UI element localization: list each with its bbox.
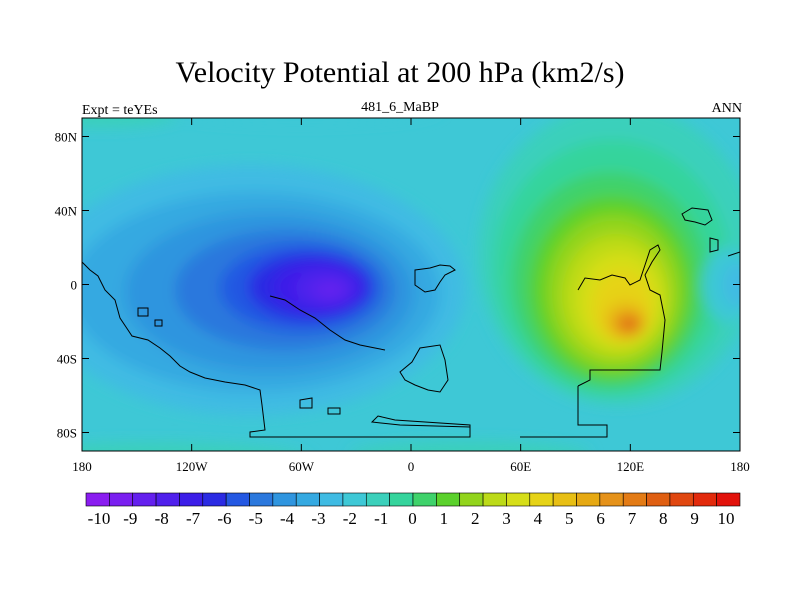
y-tick-label: 80S [57, 426, 77, 441]
colorbar-swatch [412, 492, 437, 507]
colorbar-label: 1 [440, 509, 449, 528]
x-tick-label: 120E [617, 459, 645, 474]
colorbar-label: -8 [155, 509, 169, 528]
colorbar-swatch [692, 492, 717, 507]
colorbar-label: 7 [628, 509, 637, 528]
colorbar-swatch [319, 492, 344, 507]
colorbar-label: -3 [311, 509, 325, 528]
colorbar-swatch [179, 492, 204, 507]
y-tick-label: 0 [71, 278, 78, 293]
colorbar-swatch [552, 492, 577, 507]
colorbar-swatch [459, 492, 484, 507]
colorbar-swatch [482, 492, 507, 507]
colorbar-swatch [436, 492, 461, 507]
y-tick-label: 40N [55, 204, 78, 219]
colorbar-label: -9 [123, 509, 137, 528]
period-label: 481_6_MaBP [361, 100, 439, 115]
velocity-potential-field [82, 118, 740, 451]
colorbar-swatch [365, 492, 390, 507]
colorbar-label: 0 [408, 509, 417, 528]
experiment-label: Expt = teYEs [82, 103, 158, 118]
colorbar-swatch [225, 492, 250, 507]
colorbar-label: -5 [249, 509, 263, 528]
colorbar-swatch [669, 492, 694, 507]
colorbar-label: 6 [596, 509, 605, 528]
season-label: ANN [711, 101, 742, 116]
x-axis: 180 120W 60W 0 60E 120E 180 [72, 118, 750, 474]
colorbar-label: 2 [471, 509, 480, 528]
colorbar-swatch [85, 492, 110, 507]
colorbar: -10 -9 -8 -7 -6 -5 -4 -3 -2 -1 0 1 2 3 4 5 6 7 8 9 10 [85, 492, 741, 528]
x-tick-label: 180 [730, 459, 750, 474]
colorbar-label: 4 [534, 509, 543, 528]
x-tick-label: 180 [72, 459, 92, 474]
colorbar-label: -6 [217, 509, 231, 528]
colorbar-label: -7 [186, 509, 201, 528]
colorbar-label: -10 [88, 509, 111, 528]
colorbar-label: 3 [502, 509, 511, 528]
colorbar-swatch [342, 492, 367, 507]
colorbar-label: -2 [343, 509, 357, 528]
colorbar-swatch [622, 492, 647, 507]
colorbar-swatch [716, 492, 741, 507]
colorbar-label: 10 [718, 509, 735, 528]
colorbar-swatch [599, 492, 624, 507]
x-tick-label: 120W [176, 459, 209, 474]
y-axis: 80N 40N 0 40S 80S [55, 130, 740, 441]
colorbar-swatch [272, 492, 297, 507]
colorbar-swatch [576, 492, 601, 507]
x-tick-label: 60E [510, 459, 531, 474]
y-tick-label: 80N [55, 130, 78, 145]
x-tick-label: 0 [408, 459, 415, 474]
colorbar-label: 8 [659, 509, 668, 528]
colorbar-swatch [506, 492, 531, 507]
colorbar-swatch [295, 492, 320, 507]
x-tick-label: 60W [289, 459, 315, 474]
colorbar-swatch [109, 492, 134, 507]
colorbar-swatch [155, 492, 180, 507]
y-tick-label: 40S [57, 352, 77, 367]
colorbar-label: 9 [690, 509, 699, 528]
colorbar-swatch [202, 492, 227, 507]
colorbar-label: 5 [565, 509, 574, 528]
colorbar-swatch [529, 492, 554, 507]
chart-title: Velocity Potential at 200 hPa (km2/s) [175, 56, 625, 89]
coastlines [82, 207, 740, 438]
colorbar-swatch [646, 492, 671, 507]
colorbar-swatch [249, 492, 274, 507]
colorbar-swatch [132, 492, 157, 507]
colorbar-swatch [389, 492, 414, 507]
colorbar-label: -4 [280, 509, 295, 528]
colorbar-label: -1 [374, 509, 388, 528]
